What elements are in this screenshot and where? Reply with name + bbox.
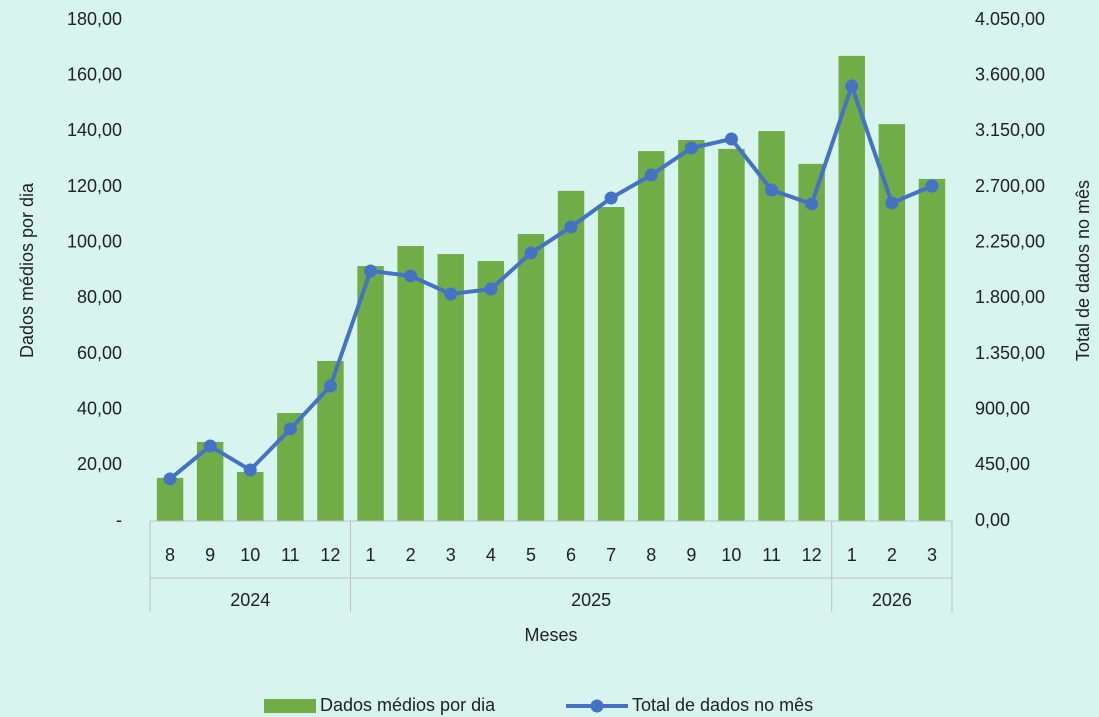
line-marker (524, 246, 538, 260)
line-marker (845, 79, 859, 93)
line-marker (805, 197, 819, 211)
bar (918, 178, 946, 521)
bar (838, 55, 865, 521)
x-tick-label: 12 (802, 545, 822, 565)
legend-swatch (590, 699, 604, 713)
line-marker (484, 282, 498, 296)
y-tick-label: 20,00 (77, 454, 122, 474)
line-marker (724, 132, 738, 146)
y-axis-title: Dados médios por dia (17, 182, 37, 358)
y2-tick-label: 1.800,00 (975, 287, 1045, 307)
bar (237, 472, 264, 521)
line-marker (243, 463, 257, 477)
y-tick-label: 120,00 (67, 176, 122, 196)
x-tick-label: 2 (887, 545, 897, 565)
x-tick-label: 3 (927, 545, 937, 565)
x-tick-label: 10 (721, 545, 741, 565)
bar (397, 246, 424, 522)
x-tick-label: 3 (446, 545, 456, 565)
line-marker (564, 220, 578, 234)
y-tick-label: 160,00 (67, 64, 122, 84)
y2-tick-label: 3.600,00 (975, 64, 1045, 84)
bar (718, 148, 745, 521)
y2-tick-label: 1.350,00 (975, 343, 1045, 363)
bar (357, 266, 384, 521)
legend-label: Dados médios por dia (320, 695, 496, 715)
y2-tick-label: 4.050,00 (975, 9, 1045, 29)
y2-axis-title: Total de dados no mês (1073, 180, 1093, 361)
x-tick-label: 11 (281, 545, 300, 565)
y-tick-label: - (116, 510, 122, 530)
line-marker (604, 191, 618, 205)
x-tick-label: 11 (762, 545, 781, 565)
line-marker (925, 179, 939, 193)
x-tick-label: 2 (406, 545, 416, 565)
bar (517, 234, 545, 521)
line-marker (684, 141, 698, 155)
y2-tick-label: 3.150,00 (975, 120, 1045, 140)
line-marker (163, 472, 177, 486)
line-marker (364, 264, 378, 278)
line-marker (203, 439, 217, 453)
bar (597, 207, 625, 522)
x-tick-label: 6 (566, 545, 576, 565)
legend-swatch (264, 699, 316, 713)
bar (477, 261, 505, 521)
y-tick-label: 60,00 (77, 343, 122, 363)
bar (678, 139, 705, 521)
bar (638, 151, 665, 521)
x-tick-label: 5 (526, 545, 536, 565)
bar (557, 190, 585, 521)
group-label: 2025 (571, 590, 611, 610)
x-tick-label: 1 (847, 545, 857, 565)
line-marker (283, 422, 297, 436)
bar (878, 124, 906, 521)
x-tick-label: 8 (646, 545, 656, 565)
group-label: 2026 (872, 590, 912, 610)
line (168, 84, 933, 481)
y-tick-label: 180,00 (67, 9, 122, 29)
x-tick-label: 7 (606, 545, 616, 565)
x-tick-label: 8 (165, 545, 175, 565)
y2-tick-label: 900,00 (975, 398, 1030, 418)
x-tick-label: 12 (320, 545, 340, 565)
bar (798, 163, 825, 522)
line-marker (765, 183, 779, 197)
group-label: 2024 (230, 590, 270, 610)
y2-tick-label: 0,00 (975, 510, 1010, 530)
y-tick-label: 80,00 (77, 287, 122, 307)
x-tick-label: 9 (686, 545, 696, 565)
x-tick-label: 9 (205, 545, 215, 565)
x-axis-title: Meses (524, 625, 577, 645)
line-marker (885, 196, 899, 210)
y-tick-label: 140,00 (67, 120, 122, 140)
x-tick-label: 4 (486, 545, 496, 565)
y2-tick-label: 450,00 (975, 454, 1030, 474)
line-marker (444, 287, 458, 301)
line-marker (644, 168, 658, 182)
line-marker (323, 379, 337, 393)
y2-tick-label: 2.250,00 (975, 231, 1045, 251)
y-tick-label: 100,00 (67, 231, 122, 251)
x-tick-label: 1 (366, 545, 376, 565)
y-tick-label: 40,00 (77, 398, 122, 418)
x-tick-label: 10 (240, 545, 260, 565)
legend-label: Total de dados no mês (632, 695, 813, 715)
line-marker (404, 269, 418, 283)
y2-tick-label: 2.700,00 (975, 176, 1045, 196)
